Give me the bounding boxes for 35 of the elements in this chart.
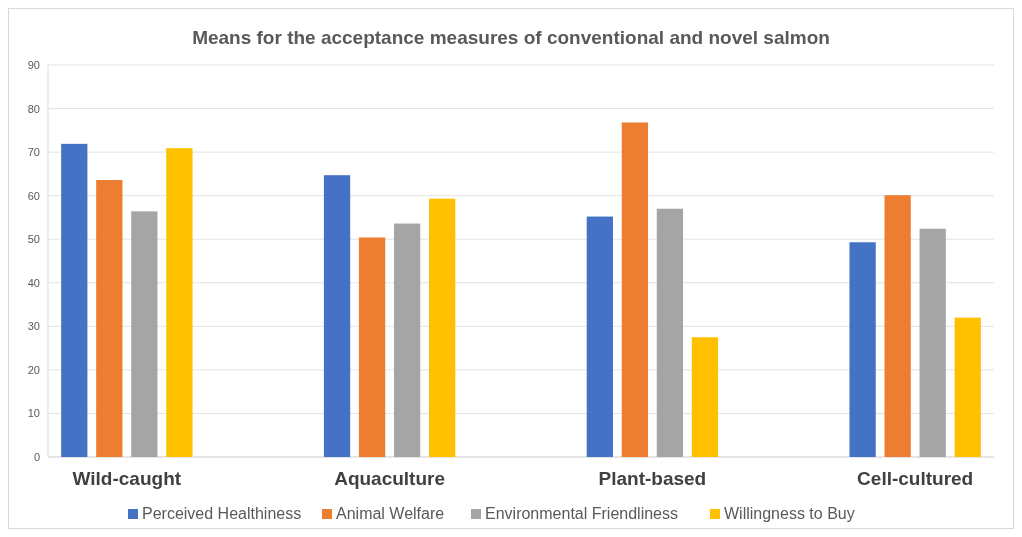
- bar: [358, 237, 386, 457]
- y-tick-label: 10: [27, 407, 40, 420]
- bar: [323, 175, 351, 457]
- bar: [656, 208, 684, 457]
- bar: [849, 242, 876, 457]
- y-tick-label: 40: [27, 276, 40, 289]
- legend-label: Perceived Healthiness: [142, 505, 302, 522]
- x-tick-label: Wild-caught: [72, 468, 182, 489]
- bar: [954, 317, 981, 457]
- legend-label: Environmental Friendliness: [485, 505, 678, 522]
- bar: [393, 223, 421, 457]
- y-tick-label: 90: [27, 59, 40, 71]
- bar: [691, 337, 719, 457]
- x-tick-label: Aquaculture: [334, 468, 446, 489]
- legend-label: Animal Welfare: [336, 505, 445, 522]
- bar: [429, 198, 456, 457]
- y-tick-label: 70: [27, 146, 40, 159]
- bar: [61, 143, 88, 457]
- bar: [621, 122, 649, 457]
- legend-label: Willingness to Buy: [724, 505, 855, 522]
- bar: [96, 179, 123, 457]
- bar: [131, 211, 158, 457]
- y-tick-label: 30: [27, 320, 40, 333]
- y-tick-label: 50: [27, 233, 40, 246]
- x-tick-label: Cell-cultured: [857, 468, 974, 489]
- y-tick-label: 0: [33, 451, 40, 463]
- y-tick-label: 80: [27, 102, 40, 115]
- y-tick-label: 60: [27, 189, 40, 202]
- bar: [586, 216, 613, 457]
- bar: [166, 148, 193, 457]
- x-tick-label: Plant-based: [598, 468, 707, 489]
- bar: [884, 195, 911, 457]
- y-tick-label: 20: [27, 363, 40, 376]
- chart-title: Means for the acceptance measures of conventional and novel salmon: [192, 27, 830, 48]
- bar: [919, 228, 946, 457]
